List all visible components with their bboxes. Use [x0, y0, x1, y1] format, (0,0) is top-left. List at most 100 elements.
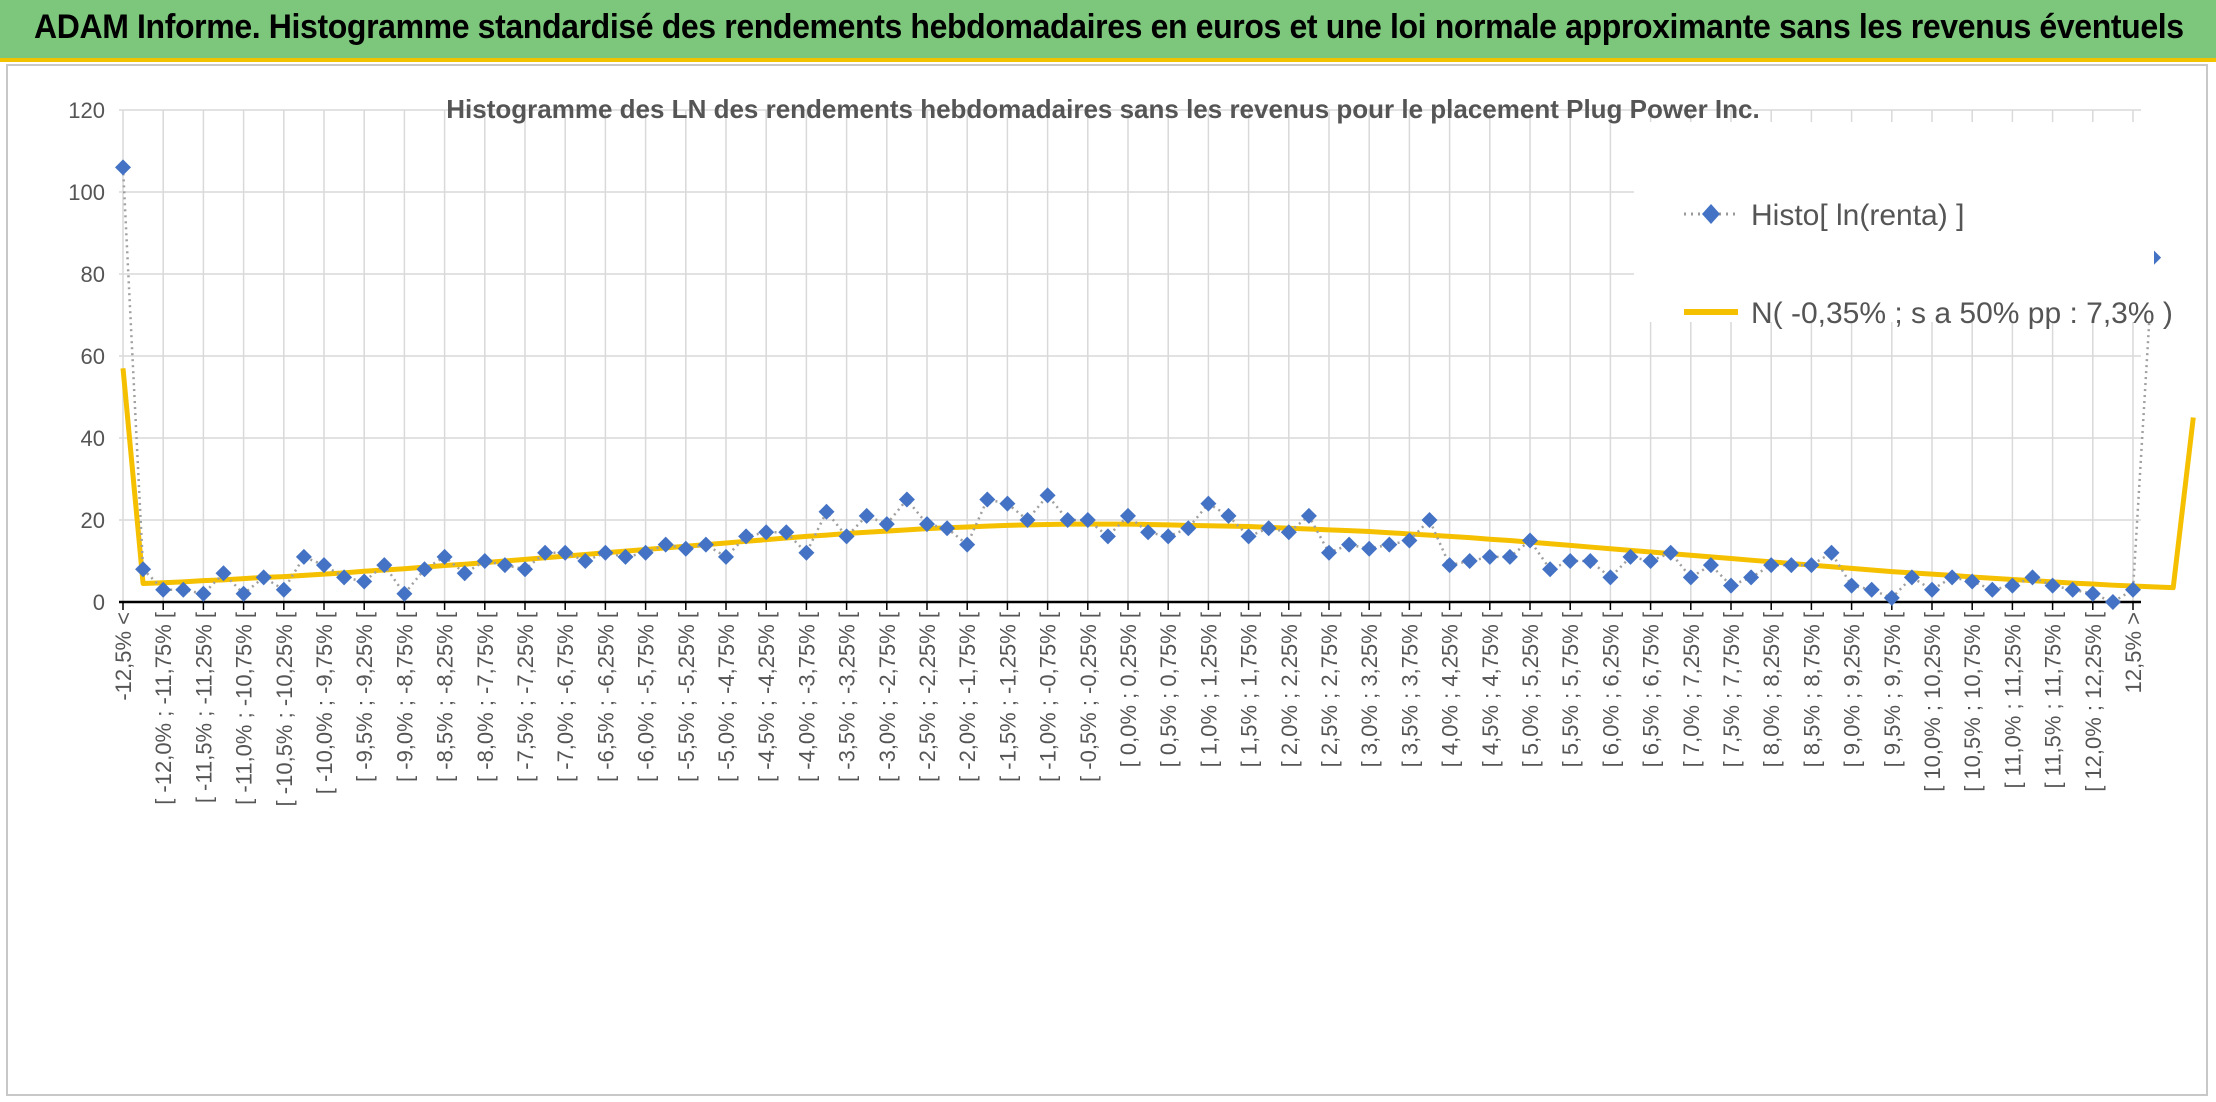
- x-tick-label: 12,5% >: [2121, 612, 2146, 693]
- x-tick-label: [ 10,0% ; 10,25% [: [1920, 612, 1945, 792]
- histo-point: [677, 540, 694, 557]
- x-tick-label: [ 5,5% ; 5,75% [: [1558, 612, 1583, 767]
- y-tick-label: 120: [68, 98, 105, 123]
- histo-point: [2004, 577, 2021, 594]
- y-tick-label: 100: [68, 180, 105, 205]
- histo-point: [557, 544, 574, 561]
- x-tick-label: [ -7,5% ; -7,25% [: [513, 612, 538, 782]
- histo-point: [979, 491, 996, 508]
- x-tick-label: [ 3,5% ; 3,75% [: [1397, 612, 1422, 767]
- histo-point: [2024, 569, 2041, 586]
- histo-point: [336, 569, 353, 586]
- histo-point: [1381, 536, 1398, 553]
- histo-point: [1803, 557, 1820, 574]
- x-tick-label: [ 9,5% ; 9,75% [: [1880, 612, 1905, 767]
- x-tick-label: [ -9,5% ; -9,25% [: [352, 612, 377, 782]
- x-tick-label: [ 7,0% ; 7,25% [: [1679, 612, 1704, 767]
- histo-point: [1863, 581, 1880, 598]
- histo-point: [2064, 581, 2081, 598]
- histo-point: [2104, 594, 2121, 610]
- x-axis-ticks: -12,5% < [ -12,0% ; -11,75% [[ -11,5% ; -…: [111, 602, 2146, 806]
- histo-point: [295, 548, 312, 565]
- histo-point: [919, 516, 935, 533]
- legend-histo-label: Histo[ ln(renta) ]: [1751, 199, 1964, 232]
- histo-point: [858, 507, 875, 524]
- histo-point: [255, 569, 272, 586]
- y-tick-label: 0: [93, 590, 105, 615]
- histo-point: [1883, 589, 1900, 606]
- histo-point: [316, 557, 332, 574]
- x-tick-label: [ -5,5% ; -5,25% [: [674, 612, 699, 782]
- histo-point: [657, 536, 674, 553]
- x-tick-label: [ -5,0% ; -4,75% [: [714, 612, 739, 782]
- histo-point: [1903, 569, 1920, 586]
- histo-point: [1702, 557, 1719, 574]
- legend-box: [1634, 122, 2154, 322]
- x-tick-label: [ -1,5% ; -1,25% [: [995, 612, 1020, 782]
- x-tick-label: [ -4,5% ; -4,25% [: [754, 612, 779, 782]
- histo-point: [436, 548, 453, 565]
- histo-point: [115, 159, 131, 176]
- x-tick-label: [ -7,0% ; -6,75% [: [553, 612, 578, 782]
- histo-point: [1260, 520, 1277, 537]
- histo-point: [1843, 577, 1860, 594]
- x-tick-label: [ 12,0% ; 12,25% [: [2081, 612, 2106, 792]
- histo-point: [1642, 553, 1659, 569]
- histo-point: [637, 544, 654, 561]
- histo-point: [1522, 532, 1538, 549]
- histo-point: [1280, 524, 1297, 541]
- legend: Histo[ ln(renta) ] N( -0,35% ; s a 50% p…: [1634, 122, 2173, 330]
- x-tick-label: [ -9,0% ; -8,75% [: [392, 612, 417, 782]
- x-tick-label: [ -8,0% ; -7,75% [: [473, 612, 498, 782]
- histo-point: [778, 524, 795, 541]
- x-tick-label: [ 6,5% ; 6,75% [: [1639, 612, 1664, 767]
- x-tick-label: -12,5% <: [111, 612, 136, 701]
- y-tick-label: 80: [81, 262, 105, 287]
- histo-point: [275, 581, 292, 598]
- x-tick-label: [ -2,5% ; -2,25% [: [915, 612, 940, 782]
- histo-point: [1200, 495, 1217, 512]
- histo-point: [838, 528, 855, 545]
- x-tick-label: [ 6,0% ; 6,25% [: [1598, 612, 1623, 767]
- histo-point: [2125, 581, 2141, 598]
- x-tick-label: [ 2,0% ; 2,25% [: [1277, 612, 1302, 767]
- x-tick-label: [ -3,0% ; -2,75% [: [875, 612, 900, 782]
- report-title: ADAM Informe. Histogramme standardisé de…: [34, 8, 2184, 46]
- histo-point: [1461, 553, 1478, 569]
- histo-point: [1783, 557, 1800, 574]
- x-tick-label: [ 0,0% ; 0,25% [: [1116, 612, 1141, 767]
- histo-point: [697, 536, 714, 553]
- histo-point: [798, 544, 815, 561]
- chart-frame: 0 20 40 60 80 100 120 -12,5% < [ -12,0% ; -11,7…: [6, 64, 2208, 1096]
- x-tick-label: [ -4,0% ; -3,75% [: [794, 612, 819, 782]
- histo-point: [1823, 544, 1840, 561]
- histo-point: [1562, 553, 1579, 569]
- histo-point: [215, 565, 232, 582]
- histo-point: [476, 553, 493, 569]
- histo-point: [1421, 512, 1438, 528]
- x-tick-label: [ 4,0% ; 4,25% [: [1438, 612, 1463, 767]
- histo-point: [1300, 507, 1317, 524]
- y-tick-label: 20: [81, 508, 105, 533]
- x-tick-label: [ -0,5% ; -0,25% [: [1076, 612, 1101, 782]
- x-tick-label: [ -11,0% ; -10,75% [: [232, 612, 257, 805]
- histo-point: [1401, 532, 1418, 549]
- histo-point: [1944, 569, 1961, 586]
- x-tick-label: [ 7,5% ; 7,75% [: [1719, 612, 1744, 767]
- x-tick-label: [ -1,0% ; -0,75% [: [1036, 612, 1061, 782]
- histo-point: [1079, 512, 1096, 528]
- x-tick-label: [ -3,5% ; -3,25% [: [835, 612, 860, 782]
- histo-point: [135, 561, 152, 578]
- histo-point: [376, 557, 393, 574]
- histo-point: [1321, 544, 1337, 561]
- histo-point: [1019, 512, 1036, 528]
- histo-point: [1341, 536, 1358, 553]
- histo-point: [356, 573, 373, 590]
- x-tick-label: [ 2,5% ; 2,75% [: [1317, 612, 1342, 767]
- histo-point: [1662, 544, 1679, 561]
- x-tick-label: [ 0,5% ; 0,75% [: [1156, 612, 1181, 767]
- histo-point: [818, 503, 835, 520]
- histo-point: [1542, 561, 1559, 578]
- series-histo: [115, 159, 2162, 610]
- histo-point: [1682, 569, 1699, 586]
